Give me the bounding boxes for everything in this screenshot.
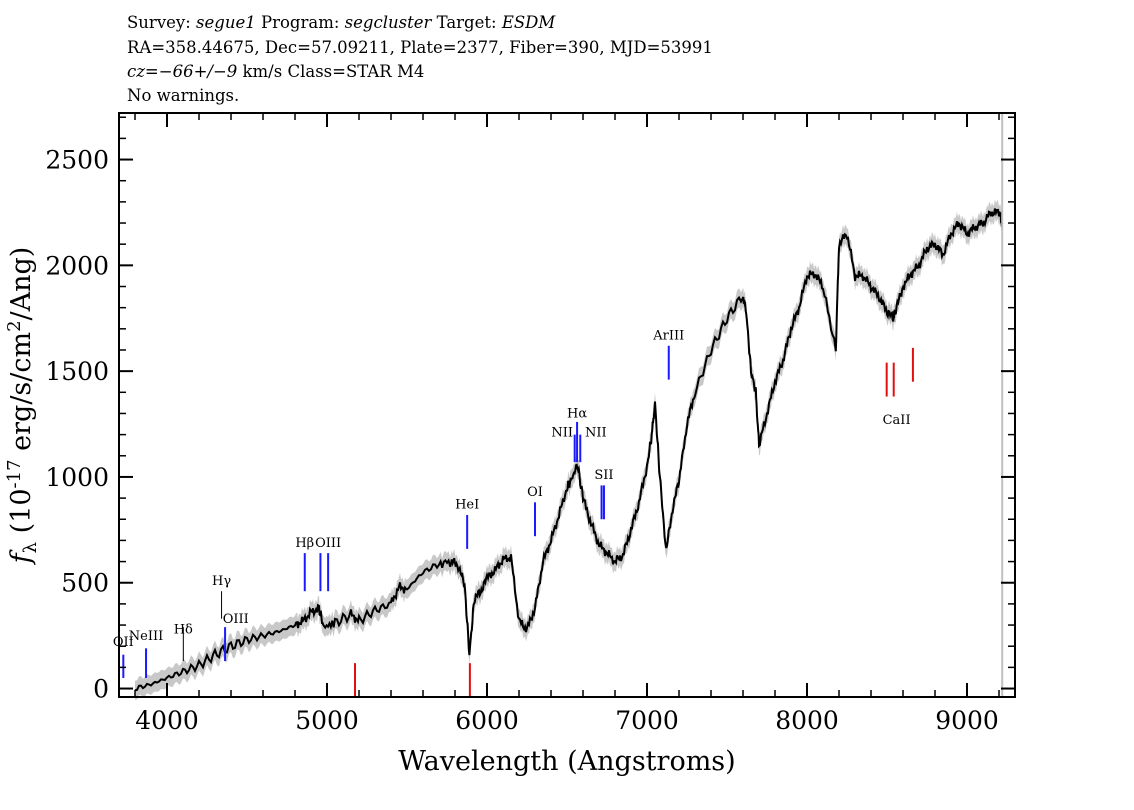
header-line-2: RA=358.44675, Dec=57.09211, Plate=2377, …: [127, 38, 713, 57]
class-info: km/s Class=STAR M4: [237, 62, 425, 81]
y-axis-subscript: λ: [20, 542, 41, 553]
target-value: ESDM: [501, 13, 556, 32]
line-label-14: CaII: [883, 413, 911, 428]
y-tick-label-1500: 1500: [45, 357, 109, 386]
line-label-6: OIII: [315, 536, 341, 551]
header-line-3: cz=−66+/−9 km/s Class=STAR M4: [127, 62, 424, 81]
y-axis-units-exponent: 2: [4, 320, 25, 331]
x-tick-label-6000: 6000: [455, 706, 519, 735]
redshift-value: cz=−66+/−9: [127, 62, 238, 81]
y-axis-units: erg/s/cm: [6, 332, 37, 460]
line-label-10: Hα: [567, 407, 587, 422]
line-label-12: SII: [594, 468, 613, 483]
target-label: Target:: [436, 13, 497, 32]
line-label-7: HeI: [455, 498, 479, 513]
y-tick-label-2000: 2000: [45, 251, 109, 280]
x-axis-title: Wavelength (Angstroms): [398, 746, 735, 777]
x-tick-label-7000: 7000: [615, 706, 679, 735]
line-label-4: OIII: [223, 612, 249, 627]
header-line-4: No warnings.: [127, 86, 240, 105]
line-label-13: ArIII: [652, 328, 684, 343]
survey-label: Survey:: [127, 13, 191, 32]
line-label-3: Hγ: [212, 574, 231, 589]
header-line-1: Survey: segue1 Program: segcluster Targe…: [127, 13, 555, 32]
y-axis-exponent: -17: [4, 459, 25, 488]
y-tick-label-2500: 2500: [45, 146, 109, 175]
line-label-5: Hβ: [295, 536, 314, 551]
y-axis-units-tail: /Ang): [6, 247, 37, 321]
line-label-11: NII: [585, 426, 607, 441]
y-axis-symbol: f: [6, 549, 37, 565]
survey-value: segue1: [196, 13, 256, 32]
x-tick-label-8000: 8000: [775, 706, 839, 735]
flux-error-band: [135, 199, 1003, 700]
line-label-8: OI: [527, 485, 543, 500]
y-axis-scale: (10: [6, 488, 37, 541]
line-label-1: NeIII: [129, 629, 163, 644]
plot-frame: [118, 112, 1016, 698]
line-label-2: Hδ: [174, 623, 193, 638]
y-tick-label-500: 500: [61, 569, 109, 598]
x-tick-label-4000: 4000: [135, 706, 199, 735]
flux-series-line: [134, 208, 1004, 692]
y-tick-label-0: 0: [93, 675, 109, 704]
x-tick-label-5000: 5000: [295, 706, 359, 735]
program-value: segcluster: [344, 13, 432, 32]
y-axis-title: fλ (10-17 erg/s/cm2/Ang): [4, 247, 41, 566]
y-tick-label-1000: 1000: [45, 463, 109, 492]
x-tick-label-9000: 9000: [935, 706, 999, 735]
svg-text:fλ (10-17 erg/s/cm2/Ang): fλ (10-17 erg/s/cm2/Ang): [4, 247, 41, 566]
program-label: Program:: [260, 13, 340, 32]
line-label-9: NII: [551, 426, 573, 441]
